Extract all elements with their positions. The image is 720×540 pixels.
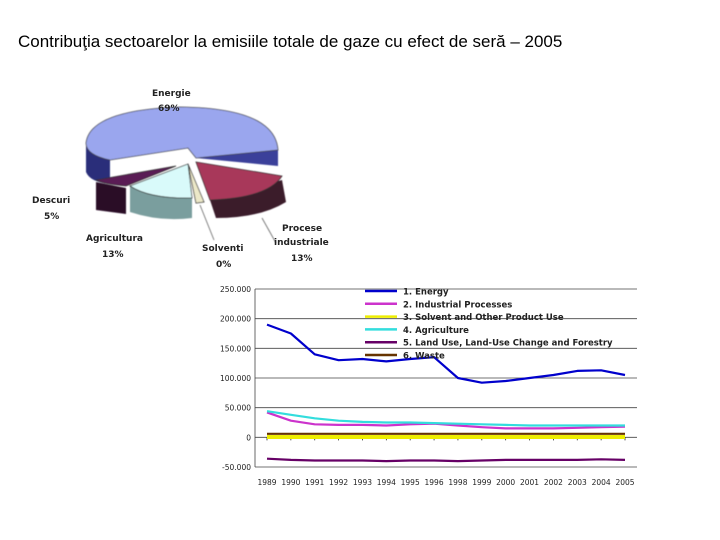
pie-slice-agricultura-side	[130, 186, 192, 220]
line-chart-panel: 250.000 200.000 150.000 100.000 50.000 0 -50.0…	[205, 277, 652, 502]
pie-pct-agricultura: 13%	[102, 250, 124, 260]
pie-pct-energie: 69%	[158, 104, 180, 114]
pie-label-energie: Energie	[152, 89, 191, 99]
x-tick-label: 1999	[472, 478, 491, 487]
pie-slice-descuri-side	[96, 182, 126, 214]
leader-solventi	[199, 204, 215, 241]
x-tick-label: 1990	[281, 478, 300, 487]
series-layer	[266, 323, 626, 463]
x-tick-label: 1998	[448, 478, 467, 487]
pie-label-solventi: Solventi	[202, 244, 244, 254]
legend-label-6: 6. Waste	[403, 352, 445, 362]
x-tick-label: 2004	[592, 478, 611, 487]
x-tick-label: 1994	[377, 478, 396, 487]
legend-label-3: 3. Solvent and Other Product Use	[403, 313, 564, 323]
line-chart: 250.000 200.000 150.000 100.000 50.000 0 -50.0…	[220, 285, 637, 487]
y-axis-ticks: 250.000 200.000 150.000 100.000 50.000 0 -50.0…	[220, 285, 251, 472]
x-tick-label: 2005	[615, 478, 634, 487]
x-tick-label: 1991	[305, 478, 324, 487]
x-tick-label: 1989	[257, 478, 276, 487]
pie-pct-solventi: 0%	[216, 260, 231, 270]
x-tick-label: 2001	[520, 478, 539, 487]
leader-procese	[261, 217, 277, 244]
pie-label-descuri: Descuri	[32, 196, 70, 206]
series-line-5	[266, 457, 626, 463]
pie-slice-procese-side	[210, 180, 286, 218]
x-axis-ticks: 1989 1990 1991 1992 1993 1994 1995 1996 1998 1999…	[257, 437, 635, 487]
pie-chart: Energie 69% Descuri 5% Agricultura 13% S…	[32, 89, 329, 270]
pie-slice-procese	[195, 161, 283, 201]
x-tick-label: 1993	[353, 478, 372, 487]
pie-label-procese-2: industriale	[274, 238, 329, 248]
x-tick-label: 1992	[329, 478, 348, 487]
x-tick-label: 2000	[496, 478, 515, 487]
pie-slice-solventi	[187, 163, 205, 204]
pie-label-agricultura: Agricultura	[86, 234, 143, 244]
series-line-1	[266, 323, 626, 384]
legend-label-5: 5. Land Use, Land-Use Change and Forestr…	[403, 339, 613, 349]
y-tick-label: 100.000	[220, 374, 251, 383]
pie-slice-agricultura	[129, 163, 193, 199]
x-tick-label: 2003	[568, 478, 587, 487]
pie-slice-energie	[85, 106, 279, 161]
y-tick-label: 200.000	[220, 315, 251, 324]
legend-label-2: 2. Industrial Processes	[403, 300, 512, 310]
pie-pct-descuri: 5%	[44, 212, 59, 222]
pie-label-procese-1: Procese	[282, 224, 322, 234]
x-tick-label: 2002	[544, 478, 563, 487]
x-tick-label: 1995	[401, 478, 420, 487]
x-tick-label: 1996	[425, 478, 444, 487]
series-line-4	[266, 410, 625, 427]
pie-pct-procese: 13%	[291, 254, 313, 264]
y-tick-label: 50.000	[225, 404, 251, 413]
y-tick-label: 150.000	[220, 344, 251, 353]
y-tick-label: -50.000	[222, 463, 251, 472]
legend-label-4: 4. Agriculture	[403, 326, 469, 336]
pie-slice-descuri	[94, 165, 177, 187]
series-line-2	[266, 411, 626, 430]
y-tick-label: 250.000	[220, 285, 251, 294]
y-tick-label: 0	[246, 433, 251, 442]
page-title: Contribuţia sectoarelor la emisiile tota…	[18, 32, 563, 51]
legend: 1. Energy 2. Industrial Processes 3. Solve…	[365, 288, 613, 362]
legend-label-1: 1. Energy	[403, 288, 449, 298]
